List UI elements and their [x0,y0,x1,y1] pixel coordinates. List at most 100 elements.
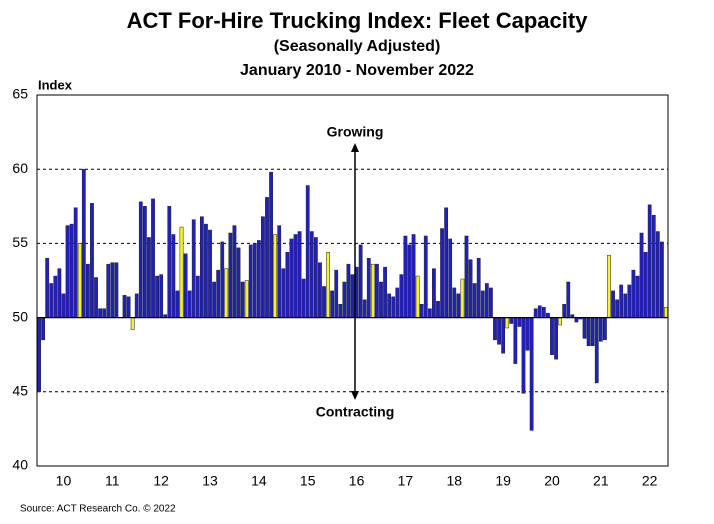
x-tick-label: 10 [56,473,72,489]
bar [102,308,107,318]
x-tick-label: 14 [251,473,267,489]
bar [240,281,245,318]
x-tick-label: 22 [642,473,658,489]
bar [277,225,282,318]
bar [460,278,465,318]
bar [261,216,265,318]
bar [195,275,200,318]
bar [122,295,127,318]
y-tick-label: 50 [12,308,28,324]
bar [346,263,351,318]
bar [114,262,119,318]
bar [204,223,208,318]
bar [448,238,453,318]
bar [318,262,322,318]
bar [464,235,469,318]
bar [387,293,392,318]
bar [37,317,41,393]
bar [81,168,86,318]
bar [330,290,335,318]
bar [138,201,143,318]
x-tick-label: 15 [300,473,316,489]
x-tick-label: 17 [398,473,414,489]
bar [191,219,196,318]
bar [623,293,628,318]
bar [370,263,375,318]
x-tick-label: 13 [202,473,218,489]
bar [98,308,102,318]
bar [350,274,355,318]
bar [403,235,408,318]
bar [297,231,302,318]
bar [440,228,444,318]
bar [395,287,400,318]
bar [484,283,489,318]
bar [106,263,111,318]
annotation: Contracting [316,404,395,420]
bar [313,237,318,318]
bar [334,269,339,318]
bar [480,290,485,318]
bar [86,263,90,318]
annotation: Growing [327,124,384,140]
bar [505,317,510,329]
bar [546,312,550,318]
bar [427,308,432,318]
bar [415,275,420,318]
bar [517,317,522,327]
bar [212,281,216,318]
bar [643,252,648,318]
bar [501,317,506,354]
bar [456,293,461,318]
bar [379,281,383,318]
bar [273,234,278,318]
bar [497,317,501,345]
bar [305,185,310,318]
bar [651,214,656,318]
bar [216,269,221,318]
bar [607,255,611,318]
y-tick-label: 60 [12,160,28,176]
bar [411,234,416,318]
bar [541,306,546,318]
bar [362,299,367,318]
bar [248,244,253,318]
bar [147,237,151,318]
y-tick-label: 40 [12,457,28,473]
bar [159,274,164,318]
bar [521,317,526,394]
bar [468,259,473,318]
source: Source: ACT Research Co. © 2022 [20,504,176,515]
bar [65,225,70,318]
bar [130,317,135,330]
bar [175,290,180,318]
bar [635,275,640,318]
bar [77,243,82,318]
bar [301,278,306,318]
bar [647,204,652,318]
bar [562,303,567,318]
bar [69,223,74,318]
bar [171,234,176,318]
bar [533,308,538,318]
bar [383,266,387,318]
bar [167,206,172,318]
bar [281,268,286,318]
bar [664,306,668,318]
bar [655,231,660,318]
bar [407,244,412,318]
bar [611,290,615,318]
bar [90,203,94,318]
bar [110,262,115,318]
bar [342,281,347,318]
bar [228,232,233,318]
bar [619,284,624,318]
bar [509,317,514,324]
x-tick-label: 16 [349,473,365,489]
x-tick-label: 11 [105,473,120,489]
bar [582,317,587,339]
bar [566,281,571,318]
bar [232,225,237,318]
